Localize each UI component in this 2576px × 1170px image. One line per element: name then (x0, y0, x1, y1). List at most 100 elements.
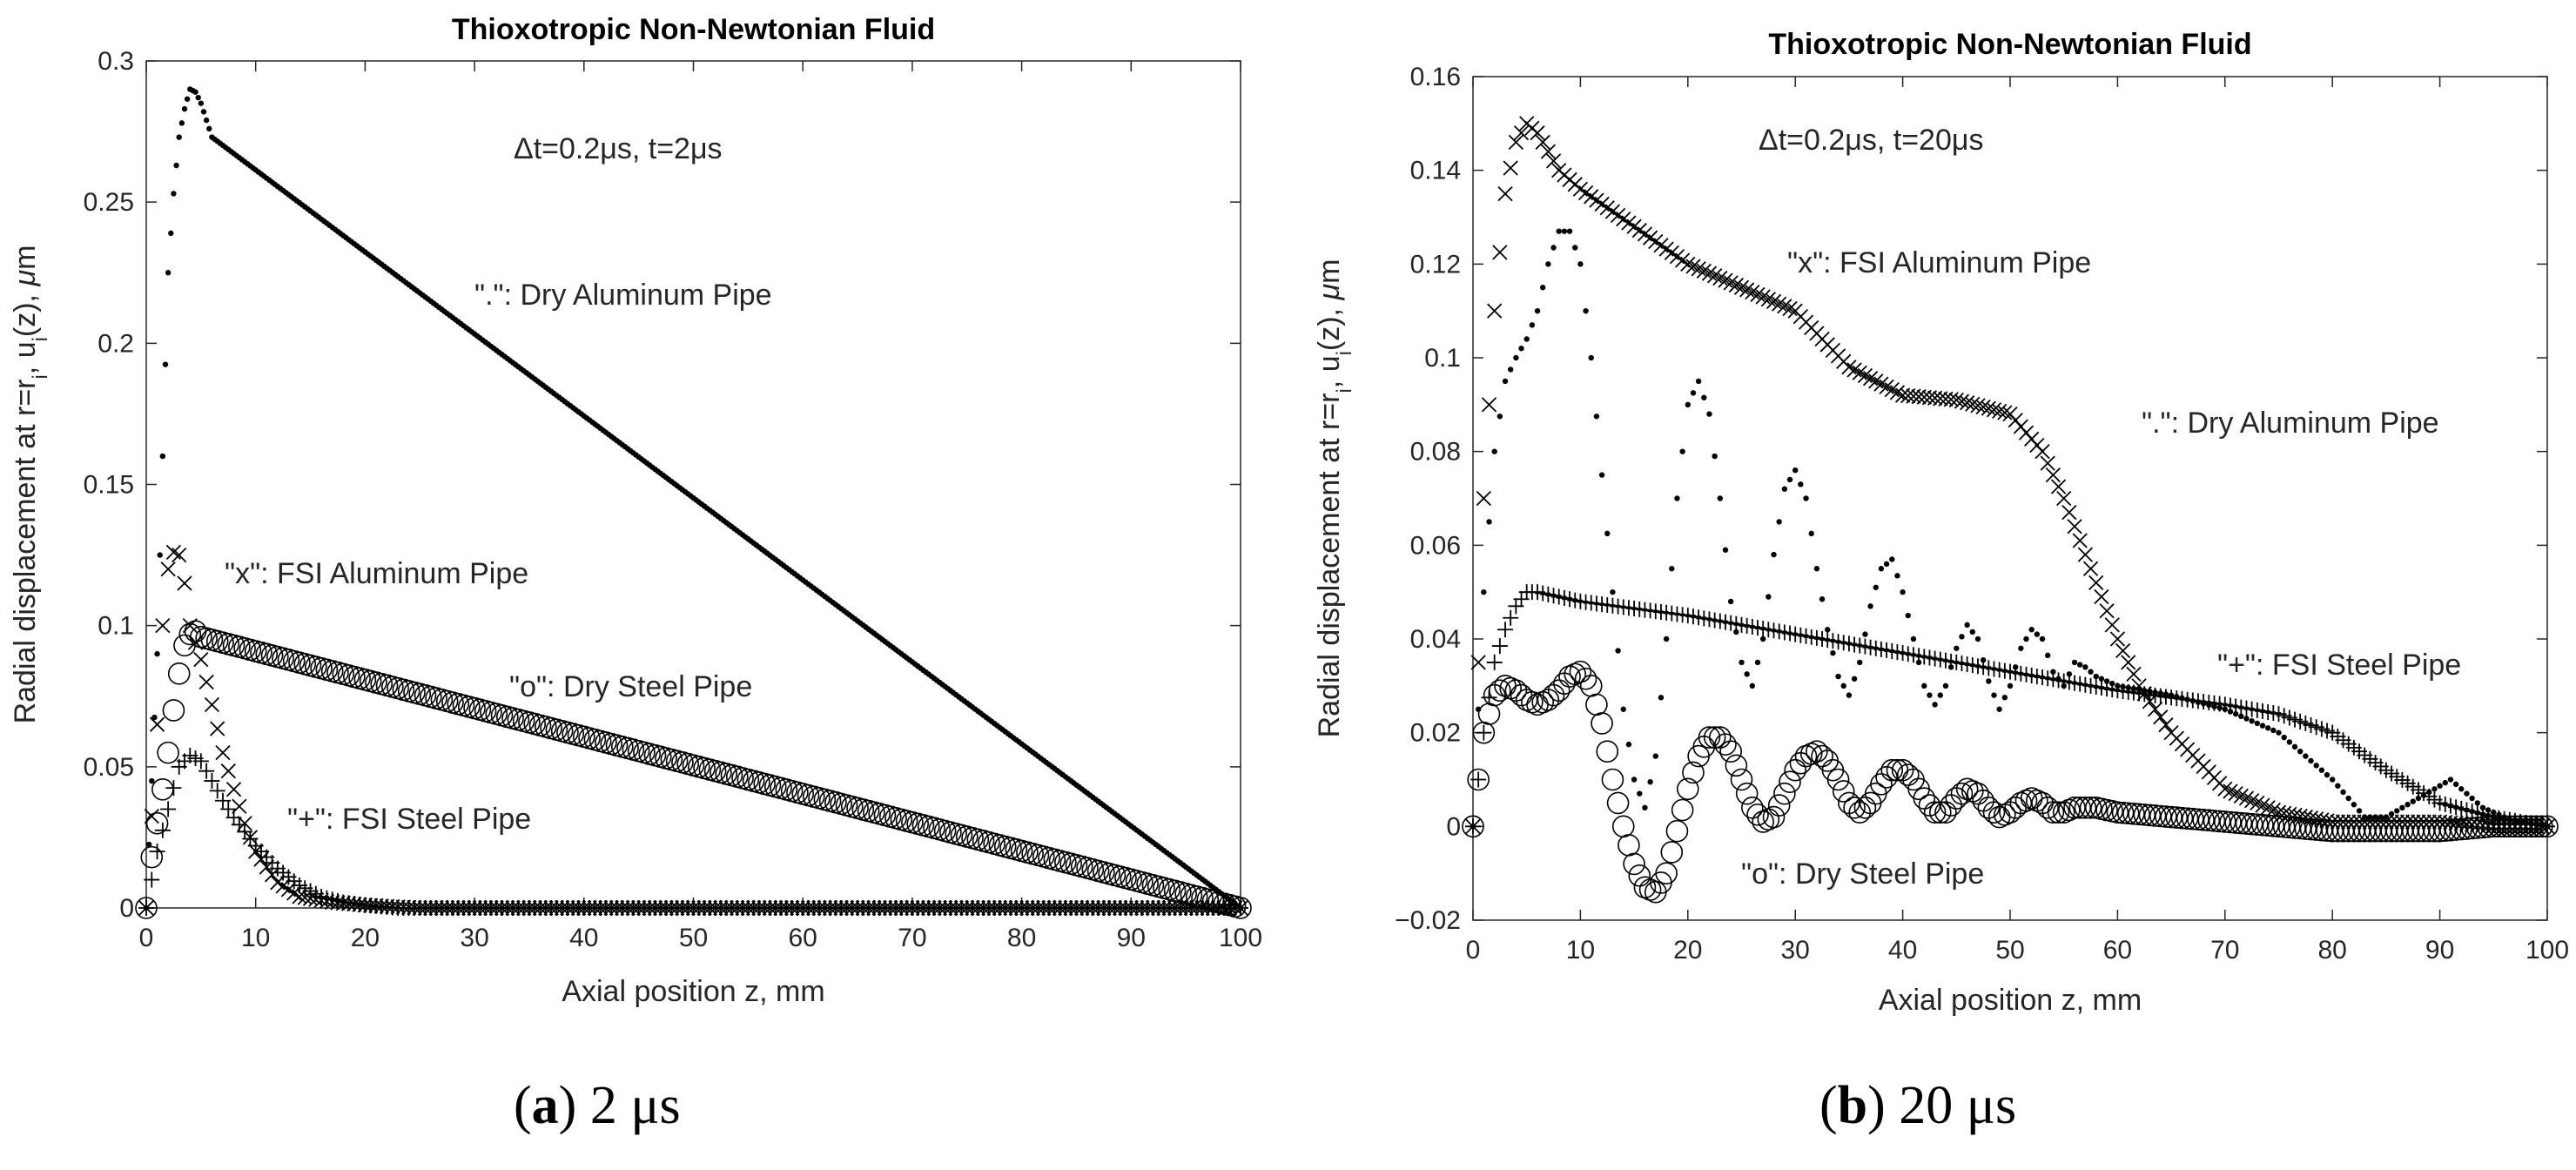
data-point (2072, 533, 2088, 548)
data-point (2246, 813, 2269, 836)
series-fsi-aluminum-pipe (1465, 116, 2555, 834)
data-point (1623, 852, 1645, 876)
data-point (1875, 766, 1898, 789)
data-point (214, 792, 231, 809)
data-point (1723, 275, 1739, 291)
x-tick-label: 50 (679, 924, 708, 952)
data-point (2531, 815, 2553, 838)
data-point (2458, 786, 2465, 792)
data-point (1491, 638, 1508, 655)
data-point (2340, 789, 2346, 796)
data-point (1487, 303, 1503, 319)
data-point (2088, 575, 2104, 591)
data-point (2276, 730, 2282, 736)
data-point (1927, 692, 1933, 698)
data-point (2116, 802, 2140, 825)
data-point (1691, 261, 1706, 277)
data-point (2165, 806, 2189, 829)
data-point (1545, 261, 1551, 267)
x-tick-label: 60 (789, 924, 817, 952)
data-point (1744, 671, 1750, 677)
data-point (154, 650, 160, 657)
data-point (149, 716, 165, 732)
series-label: "x": FSI Aluminum Pipe (1787, 246, 2091, 279)
data-point (2079, 796, 2102, 819)
y-tick-label: 0.14 (1410, 157, 1461, 185)
data-point (1706, 411, 1712, 417)
data-point (1767, 794, 1791, 817)
data-point (2299, 817, 2323, 841)
x-tick-label: 10 (1566, 936, 1595, 965)
data-point (1491, 448, 1497, 454)
data-point (138, 900, 154, 916)
data-point (1695, 378, 1702, 385)
data-point (2383, 814, 2390, 820)
data-point (2160, 805, 2183, 829)
data-point (1529, 322, 1536, 328)
data-point (2428, 819, 2452, 843)
data-point (2007, 682, 2014, 689)
data-point (1647, 778, 1653, 785)
data-point (1540, 285, 1546, 291)
data-point (2283, 817, 2306, 839)
data-point (2372, 814, 2378, 820)
data-point (1784, 758, 1807, 782)
data-point (1826, 768, 1850, 791)
data-point (2286, 739, 2293, 745)
y-tick-label: 0.1 (98, 612, 134, 641)
data-point (1900, 588, 1906, 595)
y-axis-label: Radial displacement at r=ri, ui(z), μm (1313, 259, 1356, 738)
data-point (2244, 793, 2260, 809)
data-point (2450, 817, 2473, 841)
data-point (145, 811, 169, 835)
data-point (1739, 659, 1745, 666)
data-point (215, 744, 231, 761)
data-point (162, 699, 185, 722)
data-point (2067, 519, 2082, 535)
data-point (1470, 771, 1487, 788)
data-point (2404, 802, 2411, 808)
data-point (1786, 476, 1793, 483)
y-axis-label: Radial displacement at r=ri, ui(z), μm (9, 245, 52, 724)
data-point (2260, 800, 2276, 816)
data-point (2214, 810, 2236, 833)
data-point (1755, 289, 1771, 305)
y-tick-label: 0.12 (1410, 250, 1461, 279)
x-tick-label: 0 (139, 924, 154, 952)
data-point (2111, 801, 2135, 824)
data-point (2324, 771, 2331, 778)
data-point (1913, 787, 1936, 810)
data-point (2128, 803, 2150, 826)
data-point (1794, 744, 1818, 768)
data-point (1625, 741, 1632, 748)
data-point (2410, 798, 2416, 804)
data-point (2474, 800, 2480, 806)
data-point (193, 651, 209, 668)
data-point (2238, 790, 2255, 806)
x-tick-label: 50 (1995, 936, 2024, 965)
x-tick-label: 20 (1673, 936, 1702, 965)
data-point (1583, 307, 1589, 314)
data-point (1773, 782, 1796, 805)
data-point (1819, 596, 1826, 602)
data-point (1997, 405, 2013, 420)
data-point (1896, 763, 1920, 786)
data-point (1719, 740, 1742, 763)
data-point (1766, 594, 1772, 600)
data-point (1991, 692, 1997, 698)
x-tick-label: 80 (2318, 936, 2347, 965)
data-point (1233, 900, 1248, 916)
data-point (167, 662, 191, 685)
data-point (1701, 266, 1718, 281)
data-point (2297, 749, 2304, 755)
chart-annotation: Δt=0.2μs, t=2μs (514, 132, 723, 165)
data-point (2433, 819, 2457, 842)
data-point (2093, 673, 2099, 680)
data-point (1739, 282, 1755, 298)
data-point (2267, 815, 2290, 838)
data-point (2088, 669, 2094, 675)
data-point (1883, 561, 1890, 568)
data-point (165, 544, 182, 560)
data-point (1682, 761, 1705, 784)
